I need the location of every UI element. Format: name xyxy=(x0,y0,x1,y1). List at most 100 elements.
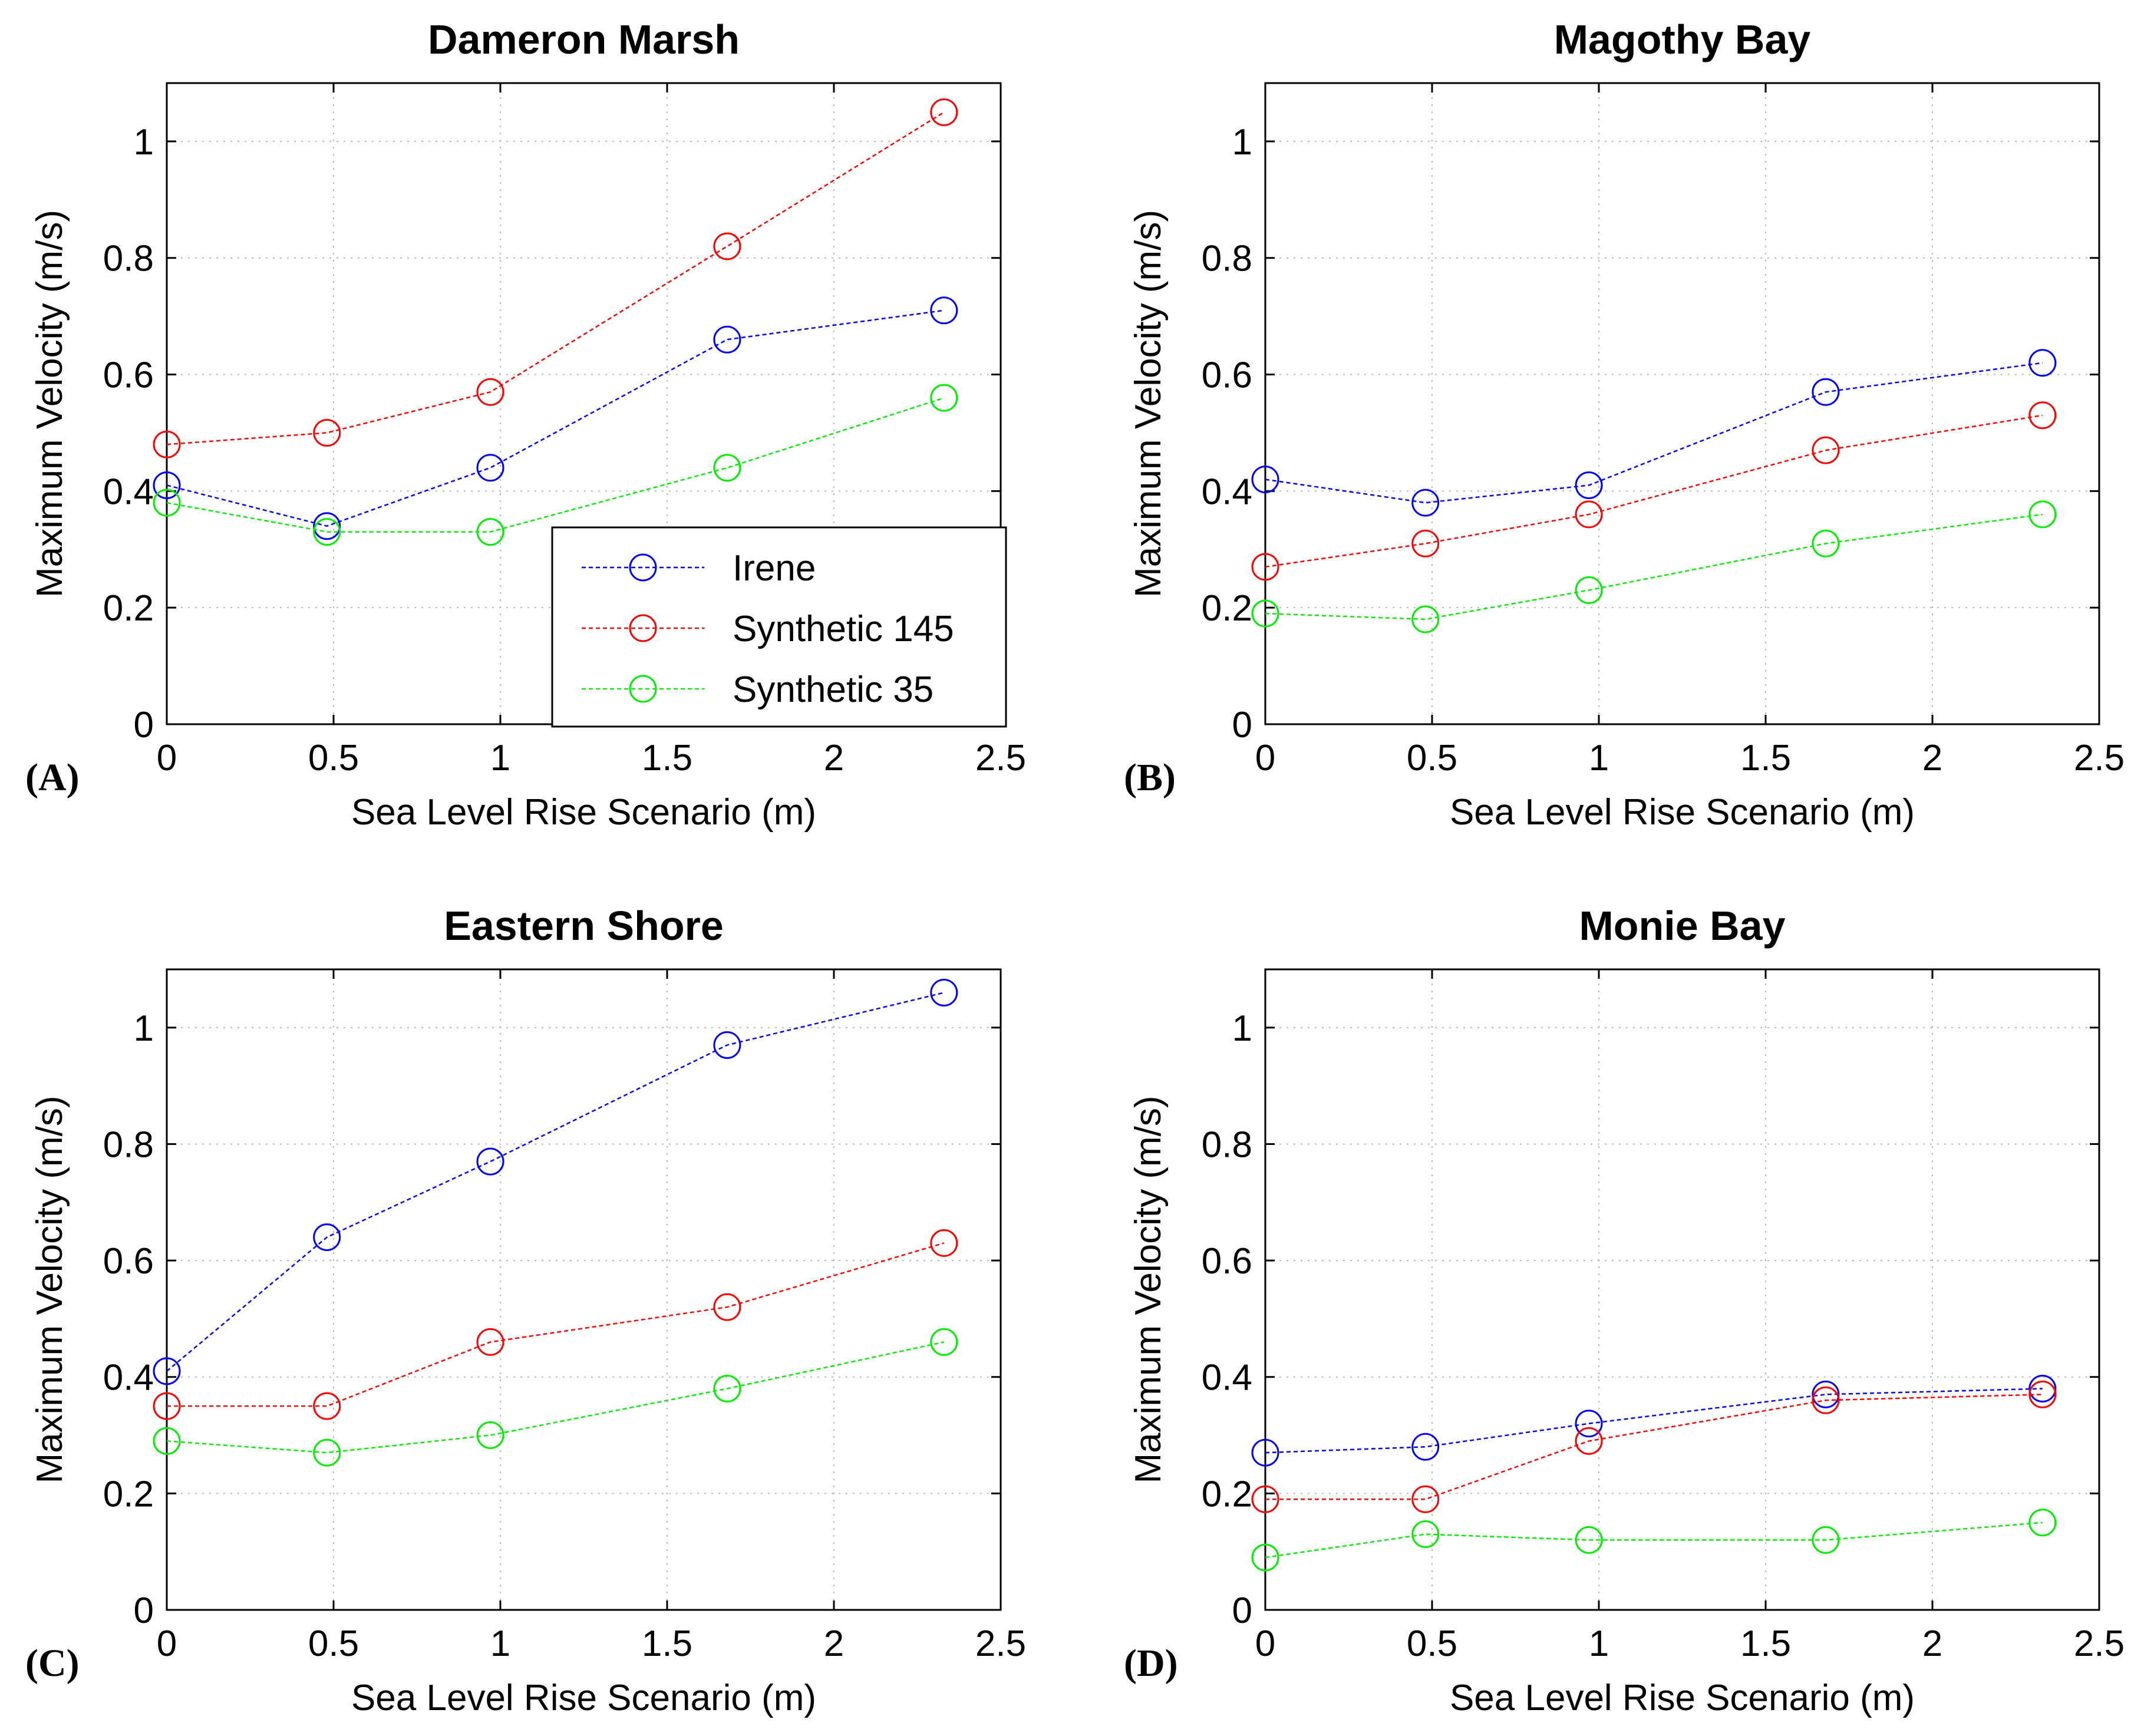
chart-1-ytick-label-5: 1 xyxy=(1232,122,1252,163)
chart-2-panel-label: (C) xyxy=(25,1642,80,1685)
chart-0-legend-label-2: Synthetic 35 xyxy=(733,669,933,710)
chart-0-xtick-label-4: 2 xyxy=(824,738,844,778)
chart-0-series-0-point-2 xyxy=(476,454,504,482)
chart-0-legend-label-1: Synthetic 145 xyxy=(733,609,954,649)
chart-2-ytick-label-4: 0.8 xyxy=(103,1124,154,1165)
chart-3-series-2-point-4 xyxy=(2028,1509,2057,1537)
chart-1-xtick-label-0: 0 xyxy=(1255,738,1275,778)
chart-0-xtick-label-1: 0.5 xyxy=(308,738,359,778)
chart-0-series-2-line xyxy=(166,397,945,533)
chart-3-series-0-point-1 xyxy=(1411,1433,1440,1461)
chart-0-panel-label: (A) xyxy=(25,756,80,799)
chart-3-series-2-point-2 xyxy=(1575,1526,1603,1554)
chart-1-ytick-label-4: 0.8 xyxy=(1202,239,1252,279)
chart-0-series-0-point-3 xyxy=(713,325,741,354)
chart-3-xtick-label-0: 0 xyxy=(1255,1623,1275,1664)
chart-1-title: Magothy Bay xyxy=(1554,16,1811,62)
chart-0-series-1-point-1 xyxy=(313,418,341,447)
chart-3-xlabel: Sea Level Rise Scenario (m) xyxy=(1450,1678,1915,1718)
chart-0-series-1-line xyxy=(166,111,945,445)
chart-1-ytick-label-2: 0.4 xyxy=(1202,471,1252,512)
chart-2-ytick-label-2: 0.4 xyxy=(103,1358,154,1398)
chart-1-xtick-label-5: 2.5 xyxy=(2074,738,2125,778)
chart-0-series-1-point-4 xyxy=(930,98,958,126)
chart-3-series-2-point-0 xyxy=(1251,1543,1279,1572)
chart-2-series-2-point-0 xyxy=(153,1427,181,1455)
chart-0-series-2-point-3 xyxy=(713,454,741,482)
chart-0-ytick-label-2: 0.4 xyxy=(103,471,154,512)
chart-2-series-0-line xyxy=(166,992,945,1372)
chart-3-series-2-point-3 xyxy=(1812,1526,1840,1554)
chart-3-xtick-label-3: 1.5 xyxy=(1740,1623,1791,1664)
chart-0-panel: 0 0.5 1 1.5 2 2.5 0 0.2 0.4 0.6 0.8 1 Dameron Marsh S… xyxy=(25,16,1026,833)
chart-1-xtick-label-4: 2 xyxy=(1922,738,1942,778)
chart-3-ylabel: Maximum Velocity (m/s) xyxy=(1128,1096,1169,1484)
chart-1-series-0-point-1 xyxy=(1411,489,1440,517)
chart-2-xlabel: Sea Level Rise Scenario (m) xyxy=(351,1678,816,1718)
chart-2-xtick-label-1: 0.5 xyxy=(308,1623,359,1664)
chart-2-series-2-point-1 xyxy=(313,1438,341,1467)
chart-2-ylabel: Maximum Velocity (m/s) xyxy=(29,1096,70,1484)
chart-1-series-2-point-2 xyxy=(1575,576,1603,605)
chart-3-series-1-point-4 xyxy=(2028,1380,2057,1408)
chart-3-series-0-point-0 xyxy=(1251,1438,1279,1467)
chart-1-series-0-line xyxy=(1265,362,2043,504)
chart-2-xtick-label-2: 1 xyxy=(490,1623,510,1664)
chart-0-series-1-point-0 xyxy=(153,430,181,458)
chart-0-ytick-label-3: 0.6 xyxy=(103,355,154,396)
chart-2-xtick-label-5: 2.5 xyxy=(975,1623,1026,1664)
chart-3-xtick-label-2: 1 xyxy=(1589,1623,1609,1664)
chart-1-series-0-point-3 xyxy=(1812,378,1840,406)
chart-1-xlabel: Sea Level Rise Scenario (m) xyxy=(1450,792,1915,833)
chart-0-series-2-point-2 xyxy=(476,518,504,546)
chart-0-legend-label-0: Irene xyxy=(733,548,816,589)
chart-0-series-0-line xyxy=(166,309,944,527)
chart-2-series-1-line xyxy=(167,1242,945,1407)
chart-0-ytick-label-1: 0.2 xyxy=(103,588,154,629)
chart-3-series-1-point-2 xyxy=(1575,1427,1603,1455)
chart-2-series-1-point-2 xyxy=(476,1328,504,1356)
chart-1-series-1-point-4 xyxy=(2028,401,2057,430)
chart-1-panel: 0 0.5 1 1.5 2 2.5 0 0.2 0.4 0.6 0.8 1 Magothy Bay Sea… xyxy=(1124,16,2125,833)
chart-2-series-1-point-3 xyxy=(713,1293,741,1321)
chart-2-panel: 0 0.5 1 1.5 2 2.5 0 0.2 0.4 0.6 0.8 1 Eastern Shore S… xyxy=(25,903,1026,1718)
chart-0-ytick-label-5: 1 xyxy=(134,122,154,163)
chart-0-xtick-label-2: 1 xyxy=(490,738,510,778)
chart-3-axes-box xyxy=(1264,968,2100,1611)
chart-0-series-2-point-1 xyxy=(313,518,341,546)
chart-1-ytick-label-0: 0 xyxy=(1232,705,1252,745)
chart-3-series-1-line xyxy=(1265,1394,2043,1500)
chart-2-series-2-point-2 xyxy=(476,1421,504,1450)
chart-0-ylabel: Maximum Velocity (m/s) xyxy=(29,210,70,598)
chart-1-ytick-label-3: 0.6 xyxy=(1202,355,1252,396)
chart-2-series-1-point-0 xyxy=(153,1392,181,1420)
chart-3-xtick-label-1: 0.5 xyxy=(1407,1623,1457,1664)
chart-3-ytick-label-5: 1 xyxy=(1232,1008,1252,1049)
chart-2-series-0-point-0 xyxy=(153,1357,181,1385)
chart-3-ytick-label-3: 0.6 xyxy=(1202,1241,1252,1282)
chart-0-legend-marker-2 xyxy=(629,675,657,703)
chart-3-series-1-point-1 xyxy=(1411,1485,1440,1513)
chart-0-title: Dameron Marsh xyxy=(428,16,740,62)
chart-2-series-2-line xyxy=(166,1341,945,1454)
chart-3-ytick-label-4: 0.8 xyxy=(1202,1124,1252,1165)
chart-3-ytick-label-2: 0.4 xyxy=(1202,1358,1252,1398)
chart-0-xtick-label-0: 0 xyxy=(157,738,177,778)
chart-0-ytick-label-0: 0 xyxy=(134,705,154,745)
chart-1-xtick-label-1: 0.5 xyxy=(1407,738,1457,778)
chart-2-series-1-point-1 xyxy=(313,1392,341,1420)
chart-1-series-2-point-1 xyxy=(1411,605,1440,633)
chart-1-series-1-point-2 xyxy=(1575,500,1603,529)
chart-0-series-0-point-1 xyxy=(313,512,341,540)
chart-0-legend-marker-0 xyxy=(629,553,657,582)
chart-3-panel: 0 0.5 1 1.5 2 2.5 0 0.2 0.4 0.6 0.8 1 Monie Bay Sea L… xyxy=(1124,903,2125,1718)
chart-3-panel-label: (D) xyxy=(1124,1642,1178,1685)
chart-1-series-2-point-4 xyxy=(2028,500,2057,529)
chart-3-series-1-point-3 xyxy=(1812,1386,1840,1414)
chart-3-xtick-label-4: 2 xyxy=(1922,1623,1942,1664)
chart-1-series-2-point-3 xyxy=(1812,529,1840,557)
chart-2-series-0-point-4 xyxy=(930,979,958,1007)
chart-3-series-0-point-3 xyxy=(1812,1380,1840,1408)
chart-2-series-0-point-1 xyxy=(313,1223,341,1252)
